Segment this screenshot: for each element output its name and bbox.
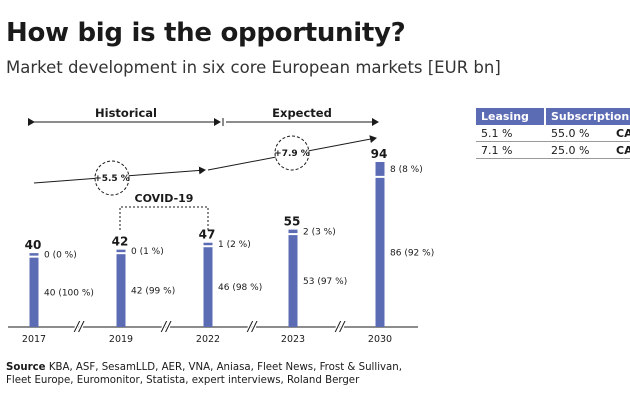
expected-cagr-badge	[274, 135, 310, 171]
top-segment-label: 8 (8 %)	[390, 165, 423, 175]
leasing-value: 5.1 %	[481, 127, 513, 140]
source-text: KBA, ASF, SesamLLD, AER, VNA, Aniasa, Fl…	[6, 362, 402, 386]
bar-top	[203, 242, 213, 246]
bar-main	[288, 235, 298, 327]
expected-label: Expected	[272, 106, 332, 120]
bars-layer: 400 (0 %) 40 (100 %) 2017 420 (1 %) 42 (99 %…	[22, 147, 434, 345]
bar-top	[116, 249, 126, 253]
source-label: Source	[6, 362, 46, 373]
covid-label: COVID-19	[135, 192, 194, 205]
subscription-value: 25.0 %	[551, 144, 590, 157]
bar-main	[203, 247, 213, 327]
top-segment-label: 0 (1 %)	[131, 247, 164, 257]
subscription-header: Subscription	[546, 108, 630, 125]
page-title: How big is the opportunity?	[6, 18, 406, 48]
top-segment-label: 0 (0 %)	[44, 250, 77, 260]
bar-top	[375, 162, 385, 176]
bar-top	[29, 253, 39, 256]
bar-main	[29, 257, 39, 327]
axis-break-mark: //	[335, 320, 346, 335]
page-subtitle: Market development in six core European …	[6, 58, 501, 77]
main-segment-label: 46 (98 %)	[218, 283, 262, 293]
cagr-label: CAGR '	[616, 144, 630, 157]
main-segment-label: 42 (99 %)	[131, 287, 175, 297]
x-tick-label: 2017	[22, 334, 46, 345]
leasing-value: 7.1 %	[481, 144, 513, 157]
market-bar-chart: Historical Expected +5.5 % +7.9 % COVID-…	[8, 106, 434, 345]
top-segment-label: 2 (3 %)	[303, 227, 336, 237]
main-segment-label: 86 (92 %)	[390, 248, 434, 258]
historical-cagr-badge	[94, 160, 130, 196]
subscription-value: 55.0 %	[551, 127, 590, 140]
cagr-label: CAGR '	[616, 127, 630, 140]
bar-top	[288, 229, 298, 234]
x-tick-label: 2022	[196, 334, 220, 345]
total-label: 55	[284, 215, 301, 229]
historical-label: Historical	[95, 106, 157, 120]
axis-break-mark: //	[74, 320, 85, 335]
total-label: 47	[199, 228, 216, 242]
total-label: 42	[112, 235, 129, 249]
bar-main	[116, 254, 126, 327]
total-label: 94	[371, 147, 388, 161]
axis-break-mark: //	[161, 320, 172, 335]
cagr-table-row: 7.1 % 25.0 % CAGR '	[476, 142, 630, 159]
main-segment-label: 40 (100 %)	[44, 288, 94, 298]
total-label: 40	[25, 238, 42, 252]
cagr-table-row: 5.1 % 55.0 % CAGR '	[476, 125, 630, 142]
top-segment-label: 1 (2 %)	[218, 240, 251, 250]
historical-cagr-value: +5.5 %	[94, 174, 130, 184]
source-note: Source KBA, ASF, SesamLLD, AER, VNA, Ani…	[6, 362, 406, 387]
cagr-table-header: Leasing Subscription	[476, 108, 630, 125]
covid-bracket	[119, 206, 209, 230]
axis-break-mark: //	[247, 320, 258, 335]
leasing-header: Leasing	[476, 108, 544, 125]
main-segment-label: 53 (97 %)	[303, 277, 347, 287]
x-tick-label: 2030	[368, 334, 392, 345]
x-tick-label: 2019	[109, 334, 133, 345]
expected-cagr-value: +7.9 %	[274, 149, 310, 159]
cagr-table: Leasing Subscription 5.1 % 55.0 % CAGR '…	[476, 108, 630, 159]
bar-main	[375, 177, 385, 327]
x-tick-label: 2023	[281, 334, 305, 345]
